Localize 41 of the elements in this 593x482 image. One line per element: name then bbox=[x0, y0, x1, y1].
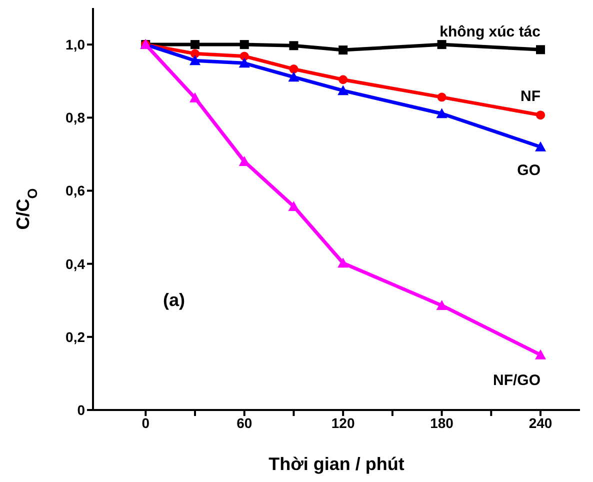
x-tick-label: 60 bbox=[236, 414, 252, 431]
point bbox=[436, 108, 448, 118]
y-tick-label: 1,0 bbox=[66, 36, 86, 53]
point bbox=[238, 58, 250, 68]
series-label: NF bbox=[520, 88, 541, 106]
x-axis-title: Thời gian / phút bbox=[268, 454, 404, 474]
point bbox=[240, 52, 249, 61]
point bbox=[288, 200, 300, 211]
point bbox=[338, 75, 348, 84]
point bbox=[437, 92, 446, 102]
point bbox=[536, 110, 546, 120]
point bbox=[338, 85, 349, 96]
x-tick-label: 180 bbox=[430, 414, 454, 431]
point bbox=[190, 55, 201, 66]
point bbox=[535, 141, 546, 152]
point bbox=[289, 41, 298, 50]
point bbox=[190, 40, 200, 50]
point bbox=[536, 45, 546, 54]
series-label: NF/GO bbox=[493, 372, 541, 389]
annotation: (a) bbox=[163, 290, 185, 311]
point bbox=[535, 349, 546, 360]
point bbox=[240, 40, 249, 50]
point bbox=[288, 72, 300, 82]
point bbox=[190, 49, 200, 58]
y-tick-label: 0,6 bbox=[66, 182, 86, 199]
y-tick-label: 0,2 bbox=[66, 328, 86, 345]
point bbox=[238, 156, 250, 166]
point bbox=[190, 92, 201, 102]
point bbox=[437, 40, 446, 50]
point bbox=[338, 258, 349, 268]
series-label: không xúc tác bbox=[440, 24, 541, 41]
y-tick-label: 0,4 bbox=[66, 256, 86, 272]
point bbox=[289, 64, 298, 74]
x-tick-label: 240 bbox=[528, 414, 552, 431]
y-tick-label: 0,8 bbox=[66, 110, 86, 126]
point bbox=[436, 300, 448, 310]
y-tick-label: 0 bbox=[77, 402, 86, 418]
point bbox=[338, 46, 348, 55]
x-tick-label: 0 bbox=[142, 414, 150, 431]
x-tick-label: 120 bbox=[331, 414, 355, 431]
series-label: GO bbox=[517, 162, 541, 179]
